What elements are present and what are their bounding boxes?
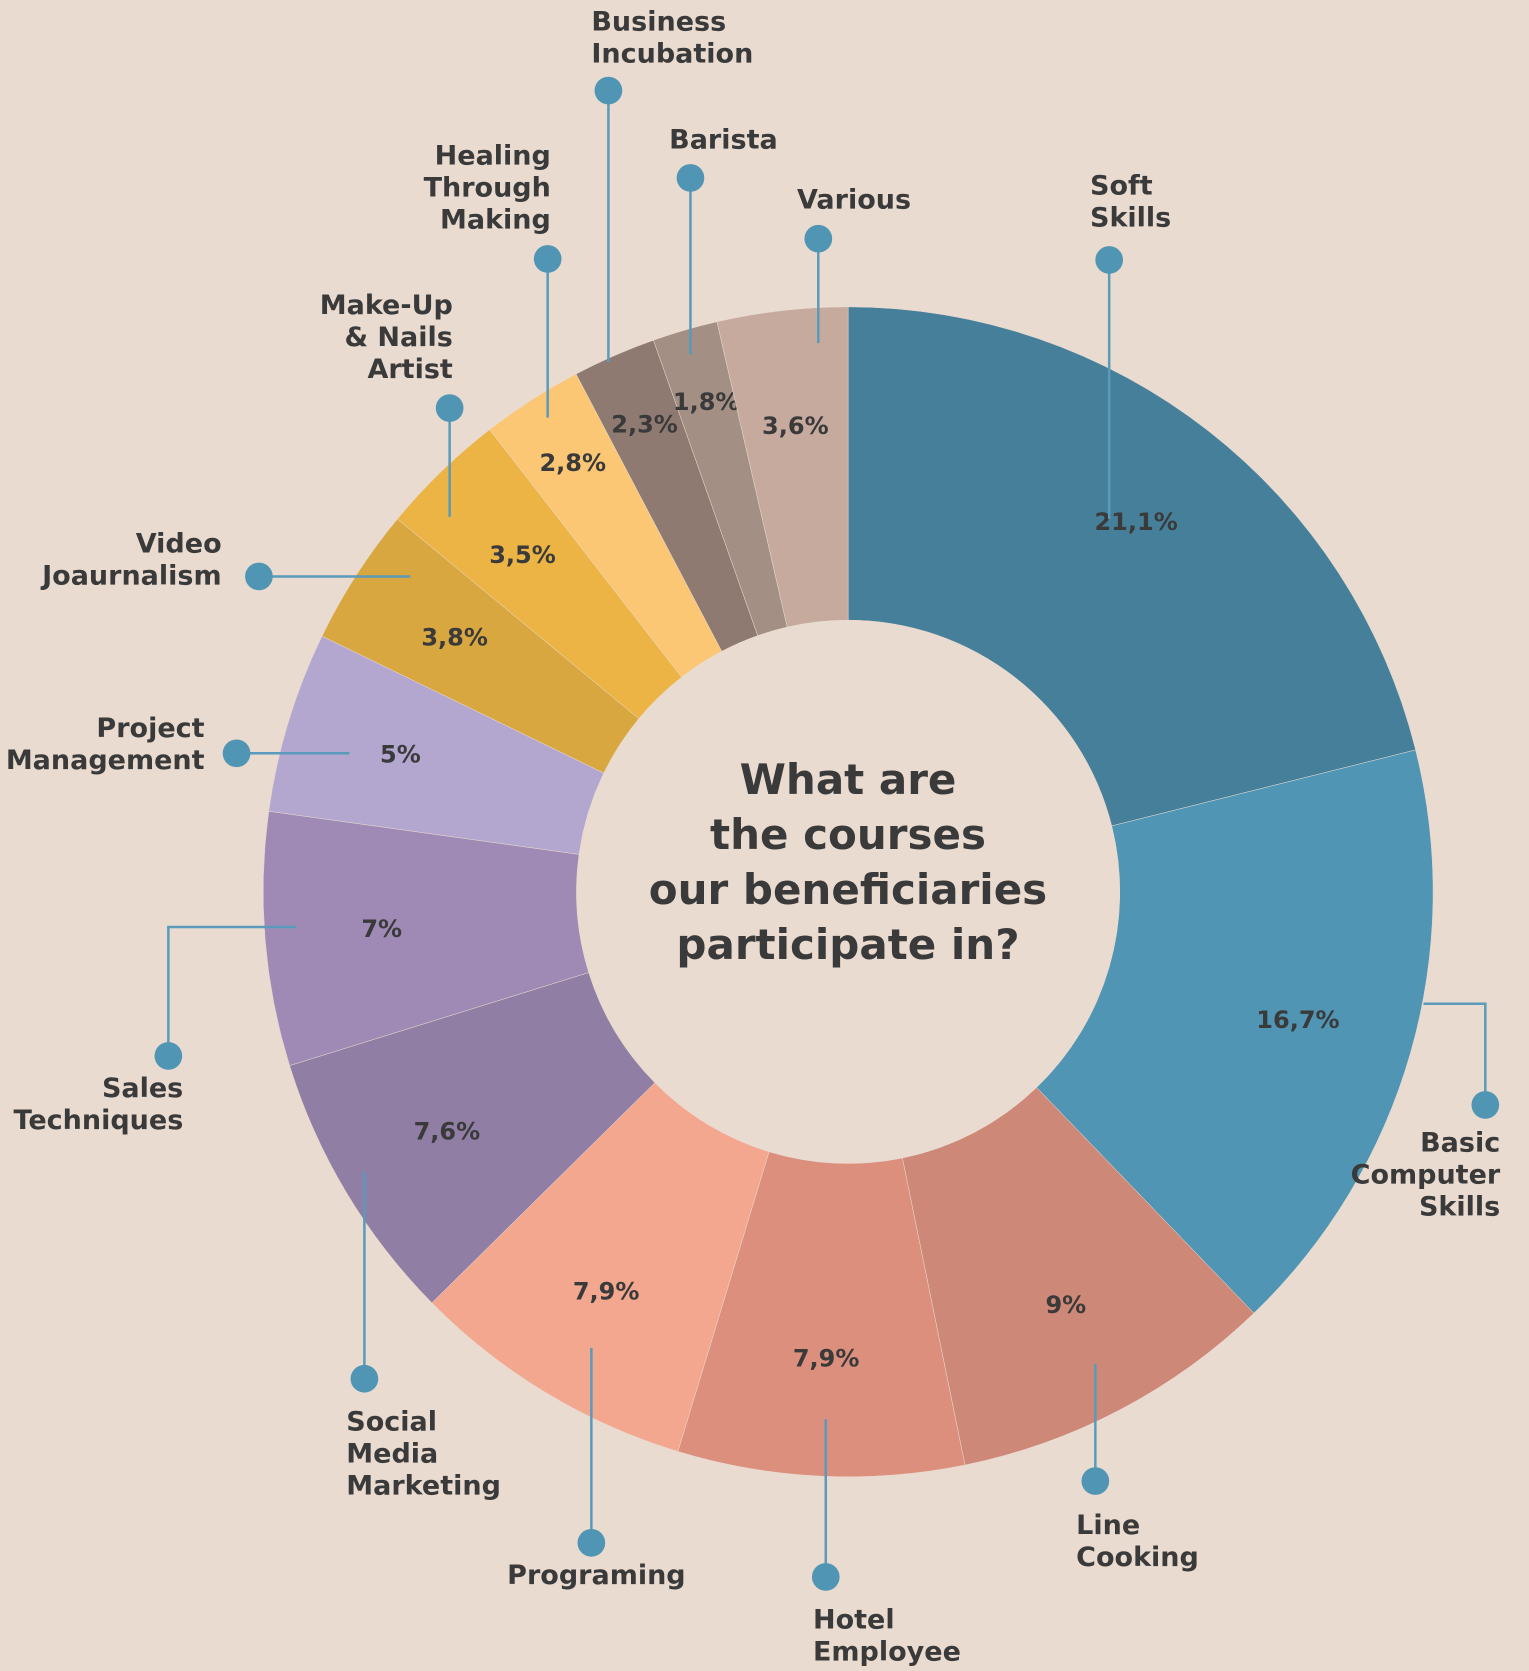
category-label: Healing Through Making <box>424 140 551 235</box>
callout-dot <box>1081 1467 1110 1495</box>
slice <box>716 306 849 628</box>
callout-dot <box>804 224 833 253</box>
value-label: 3,6% <box>762 412 829 440</box>
category-label: Sales Techniques <box>13 1072 183 1135</box>
chart-title: What are the courses our beneficiaries part… <box>649 755 1047 969</box>
category-label: Make-Up & Nails Artist <box>320 289 453 384</box>
slice <box>902 1087 1255 1466</box>
category-label: Programing <box>507 1559 685 1590</box>
category-label: Video Joaurnalism <box>40 528 222 591</box>
category-label: Soft Skills <box>1090 170 1171 233</box>
callout-line <box>167 925 297 1056</box>
slice <box>1036 749 1434 1314</box>
slice <box>431 1082 770 1452</box>
category-label: Basic Computer Skills <box>1351 1127 1501 1222</box>
value-label: 1,8% <box>673 388 740 416</box>
callout-dot <box>676 164 705 192</box>
value-label: 7% <box>361 915 402 943</box>
value-label: 21,1% <box>1094 508 1177 536</box>
value-label: 2,8% <box>539 449 606 477</box>
value-label: 3,5% <box>489 541 556 569</box>
callout-line <box>1423 1002 1487 1105</box>
callout-dot <box>577 1529 606 1557</box>
value-label: 7,9% <box>573 1277 640 1305</box>
callout-dot <box>1095 246 1124 274</box>
slice <box>677 1151 966 1478</box>
callout-dot <box>1471 1091 1500 1119</box>
callout-dot <box>435 394 464 422</box>
callout-dot <box>154 1042 183 1070</box>
slice <box>847 306 1416 827</box>
category-label: Social Media Marketing <box>346 1406 501 1501</box>
value-label: 2,3% <box>611 410 678 438</box>
callout-dot <box>811 1563 840 1591</box>
category-label: Project Management <box>6 712 205 775</box>
slice <box>289 972 656 1304</box>
category-label: Hotel Employee <box>813 1604 961 1667</box>
value-label: 3,8% <box>421 624 488 652</box>
value-label: 7,6% <box>414 1118 481 1146</box>
value-label: 9% <box>1045 1291 1086 1319</box>
slice <box>262 810 590 1066</box>
callout-dot <box>245 562 273 591</box>
value-label: 5% <box>380 741 421 769</box>
callout-dot <box>594 76 623 105</box>
category-label: Business Incubation <box>591 6 753 69</box>
callout-dot <box>222 739 251 768</box>
category-label: Barista <box>669 124 778 155</box>
callout-dot <box>350 1364 379 1393</box>
category-label: Line Cooking <box>1076 1509 1199 1572</box>
value-label: 7,9% <box>793 1344 860 1372</box>
value-label: 16,7% <box>1256 1006 1339 1034</box>
callout-dot <box>533 245 562 273</box>
category-label: Various <box>797 184 911 215</box>
